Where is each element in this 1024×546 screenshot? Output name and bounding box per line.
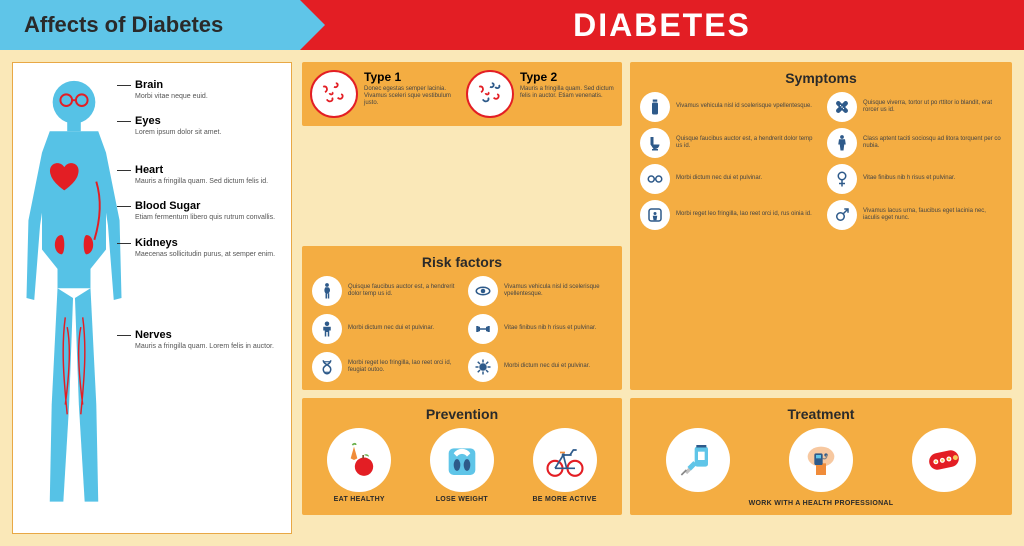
type1-desc: Donec egestas semper lacinia. Vivamus sc…	[364, 86, 458, 108]
symptom-item: Quisque viverra, tortor ut po rttitor io…	[827, 92, 1002, 122]
body-diagram-panel: Brain Morbi vitae neque euid. Eyes Lorem…	[12, 62, 292, 534]
prevention-title: Prevention	[312, 406, 612, 422]
bottle-icon	[640, 92, 670, 122]
risk-grid: Quisque faucibus auctor est, a hendrerit…	[312, 276, 612, 382]
risk-item: Vitae finibus nib h risus et pulvinar.	[468, 314, 612, 344]
prevention-item: BE MORE ACTIVE	[532, 428, 596, 503]
type2-desc: Mauris a fringilla quam. Sed dictum feli…	[520, 86, 614, 100]
risk-item: Morbi dictum nec dui et pulvinar.	[312, 314, 456, 344]
risk-item: Morbi reget leo fringilla, lao reet orci…	[312, 352, 456, 382]
risk-item: Quisque faucibus auctor est, a hendrerit…	[312, 276, 456, 306]
risk-item: Morbi dictum nec dui et pulvinar.	[468, 352, 612, 382]
type2-title: Type 2	[520, 70, 614, 84]
syringe-icon	[666, 428, 730, 492]
row-3: Prevention EAT HEALTHY LOSE WEIGHT BE MORE…	[302, 398, 1012, 515]
symptom-item: Vivamus vehicula nisl id scelerisque vpe…	[640, 92, 815, 122]
human-body-icon	[19, 75, 129, 521]
header-bar: Affects of Diabetes DIABETES	[0, 0, 1024, 50]
symptom-item: Vivamus lacus urna, faucibus eget lacini…	[827, 200, 1002, 230]
person-body-icon	[827, 128, 857, 158]
type2-block: Type 2 Mauris a fringilla quam. Sed dict…	[466, 70, 614, 118]
type2-circle-icon	[466, 70, 514, 118]
dna-icon	[312, 352, 342, 382]
female-icon	[827, 164, 857, 194]
prevention-item: EAT HEALTHY	[327, 428, 391, 503]
treatment-panel: Treatment WORK WITH A HEALTH PROFESSIONA…	[630, 398, 1012, 515]
prevention-item: LOSE WEIGHT	[430, 428, 494, 503]
pump-icon	[789, 428, 853, 492]
treatment-caption: WORK WITH A HEALTH PROFESSIONAL	[640, 500, 1002, 507]
type1-title: Type 1	[364, 70, 458, 84]
person-icon	[312, 314, 342, 344]
prevention-panel: Prevention EAT HEALTHY LOSE WEIGHT BE MORE…	[302, 398, 622, 515]
label-kidneys: Kidneys Maecenas sollicitudin purus, at …	[135, 237, 279, 259]
symptoms-title: Symptoms	[640, 70, 1002, 86]
label-heart: Heart Mauris a fringilla quam. Sed dictu…	[135, 164, 279, 186]
glasses-icon	[640, 164, 670, 194]
bicycle-icon	[533, 428, 597, 492]
body-labels: Brain Morbi vitae neque euid. Eyes Lorem…	[135, 75, 279, 521]
header-right: DIABETES	[300, 0, 1024, 50]
scale-icon	[430, 428, 494, 492]
food-icon	[327, 428, 391, 492]
type1-circle-icon	[310, 70, 358, 118]
treatment-title: Treatment	[640, 406, 1002, 422]
symptom-item: Morbi dictum nec dui et pulvinar.	[640, 164, 815, 194]
virus-icon	[468, 352, 498, 382]
risk-factors-panel: Risk factors Quisque faucibus auctor est…	[302, 246, 622, 390]
label-nerves: Nerves Mauris a fringilla quam. Lorem fe…	[135, 329, 279, 351]
treatment-item	[912, 428, 976, 496]
symptoms-grid: Vivamus vehicula nisl id scelerisque vpe…	[640, 92, 1002, 230]
type1-block: Type 1 Donec egestas semper lacinia. Viv…	[310, 70, 458, 118]
bandage-icon	[827, 92, 857, 122]
label-brain: Brain Morbi vitae neque euid.	[135, 79, 279, 101]
treatment-item	[789, 428, 853, 496]
treatment-item	[666, 428, 730, 496]
male-icon	[827, 200, 857, 230]
header-left: Affects of Diabetes	[0, 0, 300, 50]
symptoms-panel: Symptoms Vivamus vehicula nisl id sceler…	[630, 62, 1012, 390]
risk-title: Risk factors	[312, 254, 612, 270]
symptom-item: Quisque faucibus auctor est, a hendrerit…	[640, 128, 815, 158]
symptom-item: Morbi reget leo fringilla, lao reet orci…	[640, 200, 815, 230]
right-panels: Type 1 Donec egestas semper lacinia. Viv…	[302, 62, 1012, 534]
eye-icon	[468, 276, 498, 306]
symptom-item: Class aptent taciti sociosqu ad litora t…	[827, 128, 1002, 158]
treatment-icons	[640, 428, 1002, 496]
risk-item: Vivamus vehicula nisl id scelerisque vpe…	[468, 276, 612, 306]
row-2: Risk factors Quisque faucibus auctor est…	[302, 246, 622, 390]
types-panel: Type 1 Donec egestas semper lacinia. Viv…	[302, 62, 622, 126]
label-eyes: Eyes Lorem ipsum dolor sit amet.	[135, 115, 279, 137]
content-area: Brain Morbi vitae neque euid. Eyes Lorem…	[0, 50, 1024, 546]
toilet-icon	[640, 128, 670, 158]
main-title: DIABETES	[573, 7, 751, 44]
dumbbell-icon	[468, 314, 498, 344]
label-blood-sugar: Blood Sugar Etiam fermentum libero quis …	[135, 200, 279, 222]
symptom-item: Vitae finibus nib h risus et pulvinar.	[827, 164, 1002, 194]
pregnant-icon	[312, 276, 342, 306]
scale-person-icon	[640, 200, 670, 230]
affects-title: Affects of Diabetes	[24, 12, 223, 38]
prevention-icons: EAT HEALTHY LOSE WEIGHT BE MORE ACTIVE	[312, 428, 612, 503]
pills-icon	[912, 428, 976, 492]
